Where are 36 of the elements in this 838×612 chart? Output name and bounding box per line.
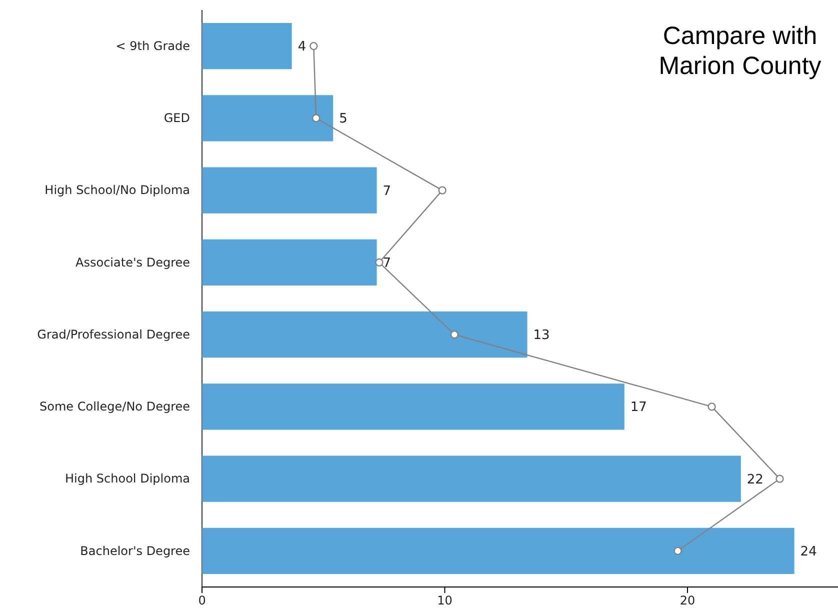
y-tick-label: High School/No Diploma xyxy=(44,183,190,198)
y-tick-label: Associate's Degree xyxy=(76,255,190,270)
point xyxy=(450,330,459,339)
data-label: 7 xyxy=(382,256,392,271)
bar xyxy=(202,167,377,214)
bar xyxy=(202,456,741,502)
point xyxy=(312,114,320,122)
point xyxy=(674,546,682,556)
x-tick-label: 10 xyxy=(437,594,452,608)
y-tick-label: Bachelor's Degree xyxy=(80,544,190,558)
bar xyxy=(202,22,292,70)
text: Campare with Marion County xyxy=(658,22,822,80)
data-label: 7 xyxy=(382,184,392,199)
point xyxy=(375,258,384,267)
data-label: 24 xyxy=(800,544,817,560)
data-label: 4 xyxy=(298,40,306,55)
bar xyxy=(202,384,624,430)
bar xyxy=(202,311,528,358)
data-label: 17 xyxy=(630,400,647,416)
x-tick-label: 20 xyxy=(680,594,696,608)
point xyxy=(708,402,716,411)
bar xyxy=(202,95,334,142)
y-tick-label: Grad/Professional Degree xyxy=(37,327,190,342)
y-tick-label: Some College/No Degree xyxy=(40,400,190,414)
point xyxy=(776,474,784,483)
data-label: 13 xyxy=(533,328,550,344)
x-tick-label: 0 xyxy=(198,594,206,608)
y-tick-label: High School Diploma xyxy=(65,472,190,486)
data-label: 22 xyxy=(746,472,764,488)
y-tick-label: GED xyxy=(164,111,190,126)
data-label: 5 xyxy=(339,112,348,127)
bar xyxy=(202,528,794,574)
y-tick-label: < 9th Grade xyxy=(116,38,190,53)
bar xyxy=(202,239,377,286)
point xyxy=(438,186,446,194)
point xyxy=(310,42,318,50)
